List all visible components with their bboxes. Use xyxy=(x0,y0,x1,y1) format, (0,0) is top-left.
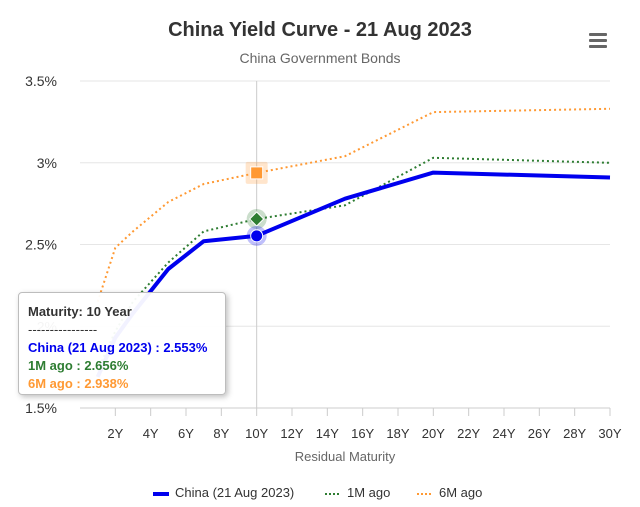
legend-label-1m-ago: 1M ago xyxy=(347,485,391,500)
y-tick-label: 2.5% xyxy=(25,237,57,253)
marker-china xyxy=(250,229,264,243)
tooltip: Maturity: 10 Year ---------------- China… xyxy=(18,292,226,395)
tooltip-line-china: China (21 Aug 2023) : 2.553% xyxy=(28,340,208,355)
x-tick-label: 8Y xyxy=(213,426,229,441)
tooltip-header: Maturity: 10 Year xyxy=(28,304,132,319)
tooltip-line-6m-ago: 6M ago : 2.938% xyxy=(28,376,129,391)
legend-dotted-line-icon xyxy=(325,492,341,495)
legend-label-6m-ago: 6M ago xyxy=(439,485,483,500)
x-tick-label: 18Y xyxy=(386,426,409,441)
x-tick-label: 30Y xyxy=(598,426,621,441)
x-tick-label: 28Y xyxy=(563,426,586,441)
tooltip-line-1m-ago: 1M ago : 2.656% xyxy=(28,358,129,373)
x-tick-label: 22Y xyxy=(457,426,480,441)
legend: China (21 Aug 2023) 1M ago 6M ago xyxy=(0,483,640,505)
x-tick-label: 10Y xyxy=(245,426,268,441)
x-tick-label: 16Y xyxy=(351,426,374,441)
x-tick-label: 6Y xyxy=(178,426,194,441)
chart-title: China Yield Curve - 21 Aug 2023 xyxy=(168,19,472,41)
legend-item-6m-ago[interactable]: 6M ago xyxy=(417,485,482,500)
x-tick-label: 26Y xyxy=(528,426,551,441)
x-tick-label: 20Y xyxy=(422,426,445,441)
marker-6m-ago xyxy=(250,166,264,180)
y-tick-label: 3% xyxy=(37,155,57,171)
chart-subtitle: China Government Bonds xyxy=(239,50,401,66)
series-line-2 xyxy=(96,107,611,303)
chart-menu-icon[interactable] xyxy=(584,30,612,54)
legend-dotted-line-icon xyxy=(417,492,433,495)
x-tick-label: 14Y xyxy=(316,426,339,441)
x-tick-label: 2Y xyxy=(107,426,123,441)
legend-label-china: China (21 Aug 2023) xyxy=(175,485,295,500)
legend-solid-line-icon xyxy=(153,491,169,496)
tooltip-separator: ---------------- xyxy=(28,322,98,337)
x-tick-label: 12Y xyxy=(280,426,303,441)
yield-curve-chart: 1.5%2%2.5%3%3.5%2Y4Y6Y8Y10Y12Y14Y16Y18Y2… xyxy=(25,73,622,464)
legend-item-1m-ago[interactable]: 1M ago xyxy=(325,485,390,500)
y-tick-label: 1.5% xyxy=(25,400,57,416)
marker-1m-ago xyxy=(248,211,265,227)
legend-item-china[interactable]: China (21 Aug 2023) xyxy=(153,485,294,500)
x-axis-title: Residual Maturity xyxy=(295,449,396,464)
x-tick-label: 24Y xyxy=(492,426,515,441)
y-tick-label: 3.5% xyxy=(25,73,57,89)
x-tick-label: 4Y xyxy=(143,426,159,441)
